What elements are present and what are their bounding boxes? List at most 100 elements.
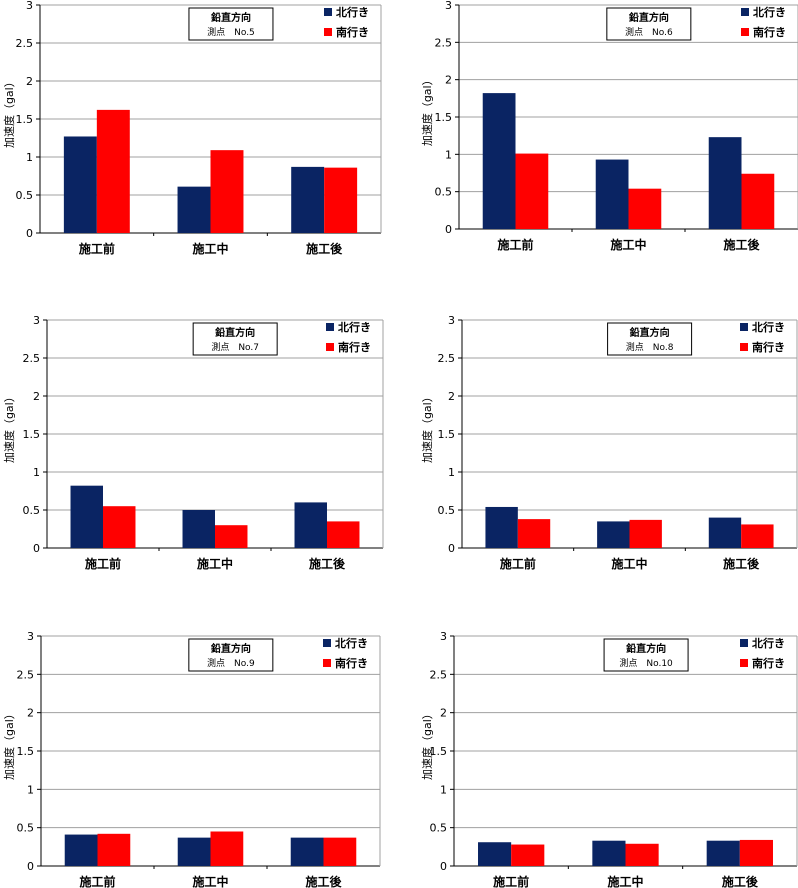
title-box — [188, 7, 274, 41]
y-tick-label: 2 — [33, 390, 40, 403]
x-category-label: 施工中 — [192, 874, 228, 888]
bar-south-3 — [323, 837, 357, 866]
x-category-label: 施工後 — [723, 237, 760, 252]
bar-south-2 — [625, 843, 659, 866]
x-category-label: 施工前 — [79, 874, 115, 888]
x-category-label: 施工前 — [497, 237, 533, 252]
y-tick-label: 1 — [33, 466, 40, 479]
x-category-label: 施工中 — [610, 237, 646, 252]
title-box — [603, 638, 689, 672]
legend-swatch-north — [740, 639, 748, 647]
chart-title-line2: 測点 No.9 — [207, 657, 255, 669]
title-box — [606, 7, 692, 41]
y-axis-label: 加速度（gal） — [2, 76, 16, 148]
chart-title-line2: 測点 No.7 — [211, 341, 259, 353]
y-tick-label: 1.5 — [435, 111, 453, 124]
chart-title-line1: 鉛直方向 — [211, 642, 251, 655]
x-category-label: 施工後 — [305, 874, 342, 888]
bar-south-3 — [741, 173, 775, 229]
legend-swatch-south — [740, 343, 748, 351]
bar-north-3 — [291, 166, 325, 233]
y-tick-label: 3 — [448, 314, 455, 327]
y-tick-label: 0.5 — [438, 504, 456, 517]
y-tick-label: 2 — [440, 707, 447, 720]
bar-north-2 — [597, 521, 630, 548]
y-tick-label: 2.5 — [23, 352, 41, 365]
bar-north-3 — [708, 137, 742, 229]
y-tick-label: 0 — [26, 227, 33, 240]
bar-south-1 — [97, 833, 131, 866]
legend-swatch-south — [740, 659, 748, 667]
x-category-label: 施工前 — [500, 556, 536, 571]
bar-south-2 — [210, 831, 244, 866]
bar-south-1 — [96, 109, 130, 233]
bar-south-2 — [210, 150, 244, 233]
bar-north-2 — [592, 840, 626, 866]
bar-south-3 — [741, 524, 774, 548]
legend-swatch-south — [323, 659, 331, 667]
bar-north-2 — [177, 186, 211, 233]
y-tick-label: 0 — [27, 860, 34, 873]
bar-north-3 — [294, 502, 327, 548]
y-tick-label: 1 — [448, 466, 455, 479]
legend-swatch-north — [324, 8, 332, 16]
bar-north-3 — [708, 517, 742, 548]
legend-swatch-south — [741, 28, 749, 36]
legend-swatch-south — [326, 343, 334, 351]
y-tick-label: 2 — [27, 707, 34, 720]
y-tick-label: 3 — [445, 0, 452, 12]
legend-swatch-north — [740, 323, 748, 331]
y-tick-label: 2.5 — [438, 352, 456, 365]
bar-north-1 — [482, 93, 516, 230]
y-tick-label: 1 — [26, 151, 33, 164]
x-category-label: 施工後 — [722, 874, 759, 888]
y-axis-label: 加速度（gal） — [2, 708, 16, 780]
y-tick-label: 2.5 — [16, 37, 34, 50]
legend-swatch-north — [741, 8, 749, 16]
y-tick-label: 3 — [27, 630, 34, 643]
bar-north-1 — [70, 485, 103, 548]
y-tick-label: 0.5 — [17, 822, 35, 835]
y-tick-label: 2 — [445, 74, 452, 87]
legend-label-north: 北行き — [336, 5, 369, 19]
y-axis-label: 加速度（gal） — [420, 391, 434, 463]
y-tick-label: 0.5 — [23, 504, 41, 517]
y-tick-label: 3 — [26, 0, 33, 12]
legend-label-south: 南行き — [752, 340, 785, 354]
y-tick-label: 0 — [440, 860, 447, 873]
bar-north-1 — [64, 834, 98, 866]
bar-south-1 — [517, 519, 551, 548]
bar-north-1 — [63, 136, 97, 233]
legend-swatch-north — [323, 639, 331, 647]
y-tick-label: 2.5 — [435, 36, 453, 49]
bar-north-1 — [478, 842, 512, 866]
y-tick-label: 1.5 — [17, 745, 35, 758]
bar-south-3 — [327, 521, 360, 548]
y-tick-label: 3 — [33, 314, 40, 327]
y-tick-label: 2.5 — [17, 668, 35, 681]
legend-label-south: 南行き — [752, 656, 785, 670]
legend-label-north: 北行き — [335, 636, 368, 650]
legend-label-north: 北行き — [753, 5, 786, 19]
legend-label-south: 南行き — [336, 25, 369, 39]
legend-label-north: 北行き — [338, 320, 371, 334]
y-tick-label: 0 — [448, 542, 455, 555]
bar-south-2 — [629, 519, 662, 548]
y-tick-label: 1.5 — [16, 113, 34, 126]
legend-label-south: 南行き — [338, 340, 371, 354]
x-category-label: 施工後 — [309, 556, 346, 571]
y-tick-label: 0 — [33, 542, 40, 555]
bar-north-2 — [595, 159, 629, 229]
bar-south-3 — [739, 839, 773, 866]
chart-title-line1: 鉛直方向 — [630, 326, 670, 339]
y-tick-label: 1 — [27, 783, 34, 796]
bar-north-1 — [485, 506, 518, 548]
chart-title-line2: 測点 No.5 — [207, 26, 255, 38]
legend-label-north: 北行き — [752, 320, 785, 334]
title-box — [607, 322, 693, 356]
